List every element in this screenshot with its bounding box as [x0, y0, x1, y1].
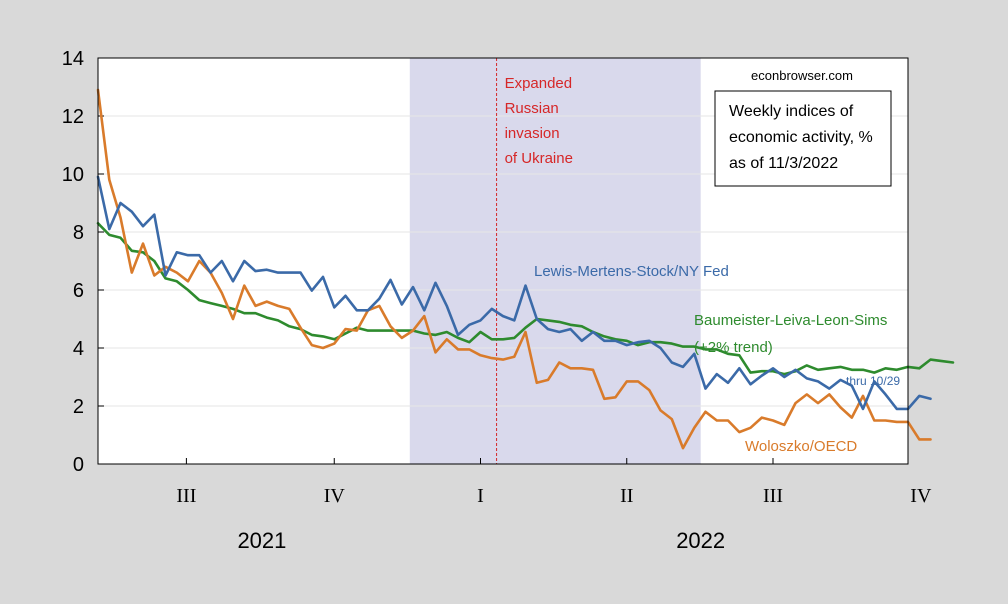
x-tick-label: IV — [910, 485, 932, 507]
invasion-label-line: Expanded — [505, 75, 573, 92]
invasion-label: Expanded Russian invasion of Ukraine — [505, 75, 573, 167]
invasion-label-line: invasion — [505, 125, 560, 142]
y-tick-label: 6 — [73, 280, 84, 302]
y-tick-label: 14 — [62, 48, 84, 70]
x-tick-label: IV — [324, 485, 346, 507]
credit-text: econbrowser.com — [751, 68, 853, 83]
y-tick-label: 8 — [73, 222, 84, 244]
series-line-1 — [96, 222, 955, 376]
series-label-bll-trend: (+2% trend) — [694, 339, 773, 356]
y-tick-label: 10 — [62, 164, 84, 186]
series-line-2 — [96, 88, 932, 450]
y-axis: 0 2 4 6 8 10 12 14 — [62, 48, 104, 476]
annotation-line-3: as of 11/3/2022 — [729, 155, 838, 172]
series-label-oecd: Woloszko/OECD — [745, 438, 857, 455]
y-tick-label: 0 — [73, 454, 84, 476]
year-label: 2021 — [237, 528, 286, 553]
x-tick-label: II — [620, 485, 633, 507]
x-tick-label: III — [176, 485, 196, 507]
series-label-bll: Baumeister-Leiva-Leon-Sims — [694, 312, 887, 329]
series-label-lms: Lewis-Mertens-Stock/NY Fed — [534, 263, 729, 280]
series-lines — [96, 88, 955, 450]
y-tick-label: 12 — [62, 106, 84, 128]
series-line-0 — [96, 175, 932, 411]
x-tick-label: I — [477, 485, 484, 507]
year-label: 2022 — [676, 528, 725, 553]
invasion-label-line: Russian — [505, 100, 559, 117]
series-note-lms: thru 10/29 — [846, 374, 900, 388]
annotation-box — [714, 90, 892, 187]
y-tick-label: 2 — [73, 396, 84, 418]
y-tick-label: 4 — [73, 338, 84, 360]
x-tick-label: III — [763, 485, 783, 507]
annotation-line-1: Weekly indices of — [729, 103, 854, 120]
plot-border — [97, 57, 909, 465]
annotation-line-2: economic activity, % — [729, 129, 873, 146]
invasion-label-line: of Ukraine — [505, 150, 573, 167]
